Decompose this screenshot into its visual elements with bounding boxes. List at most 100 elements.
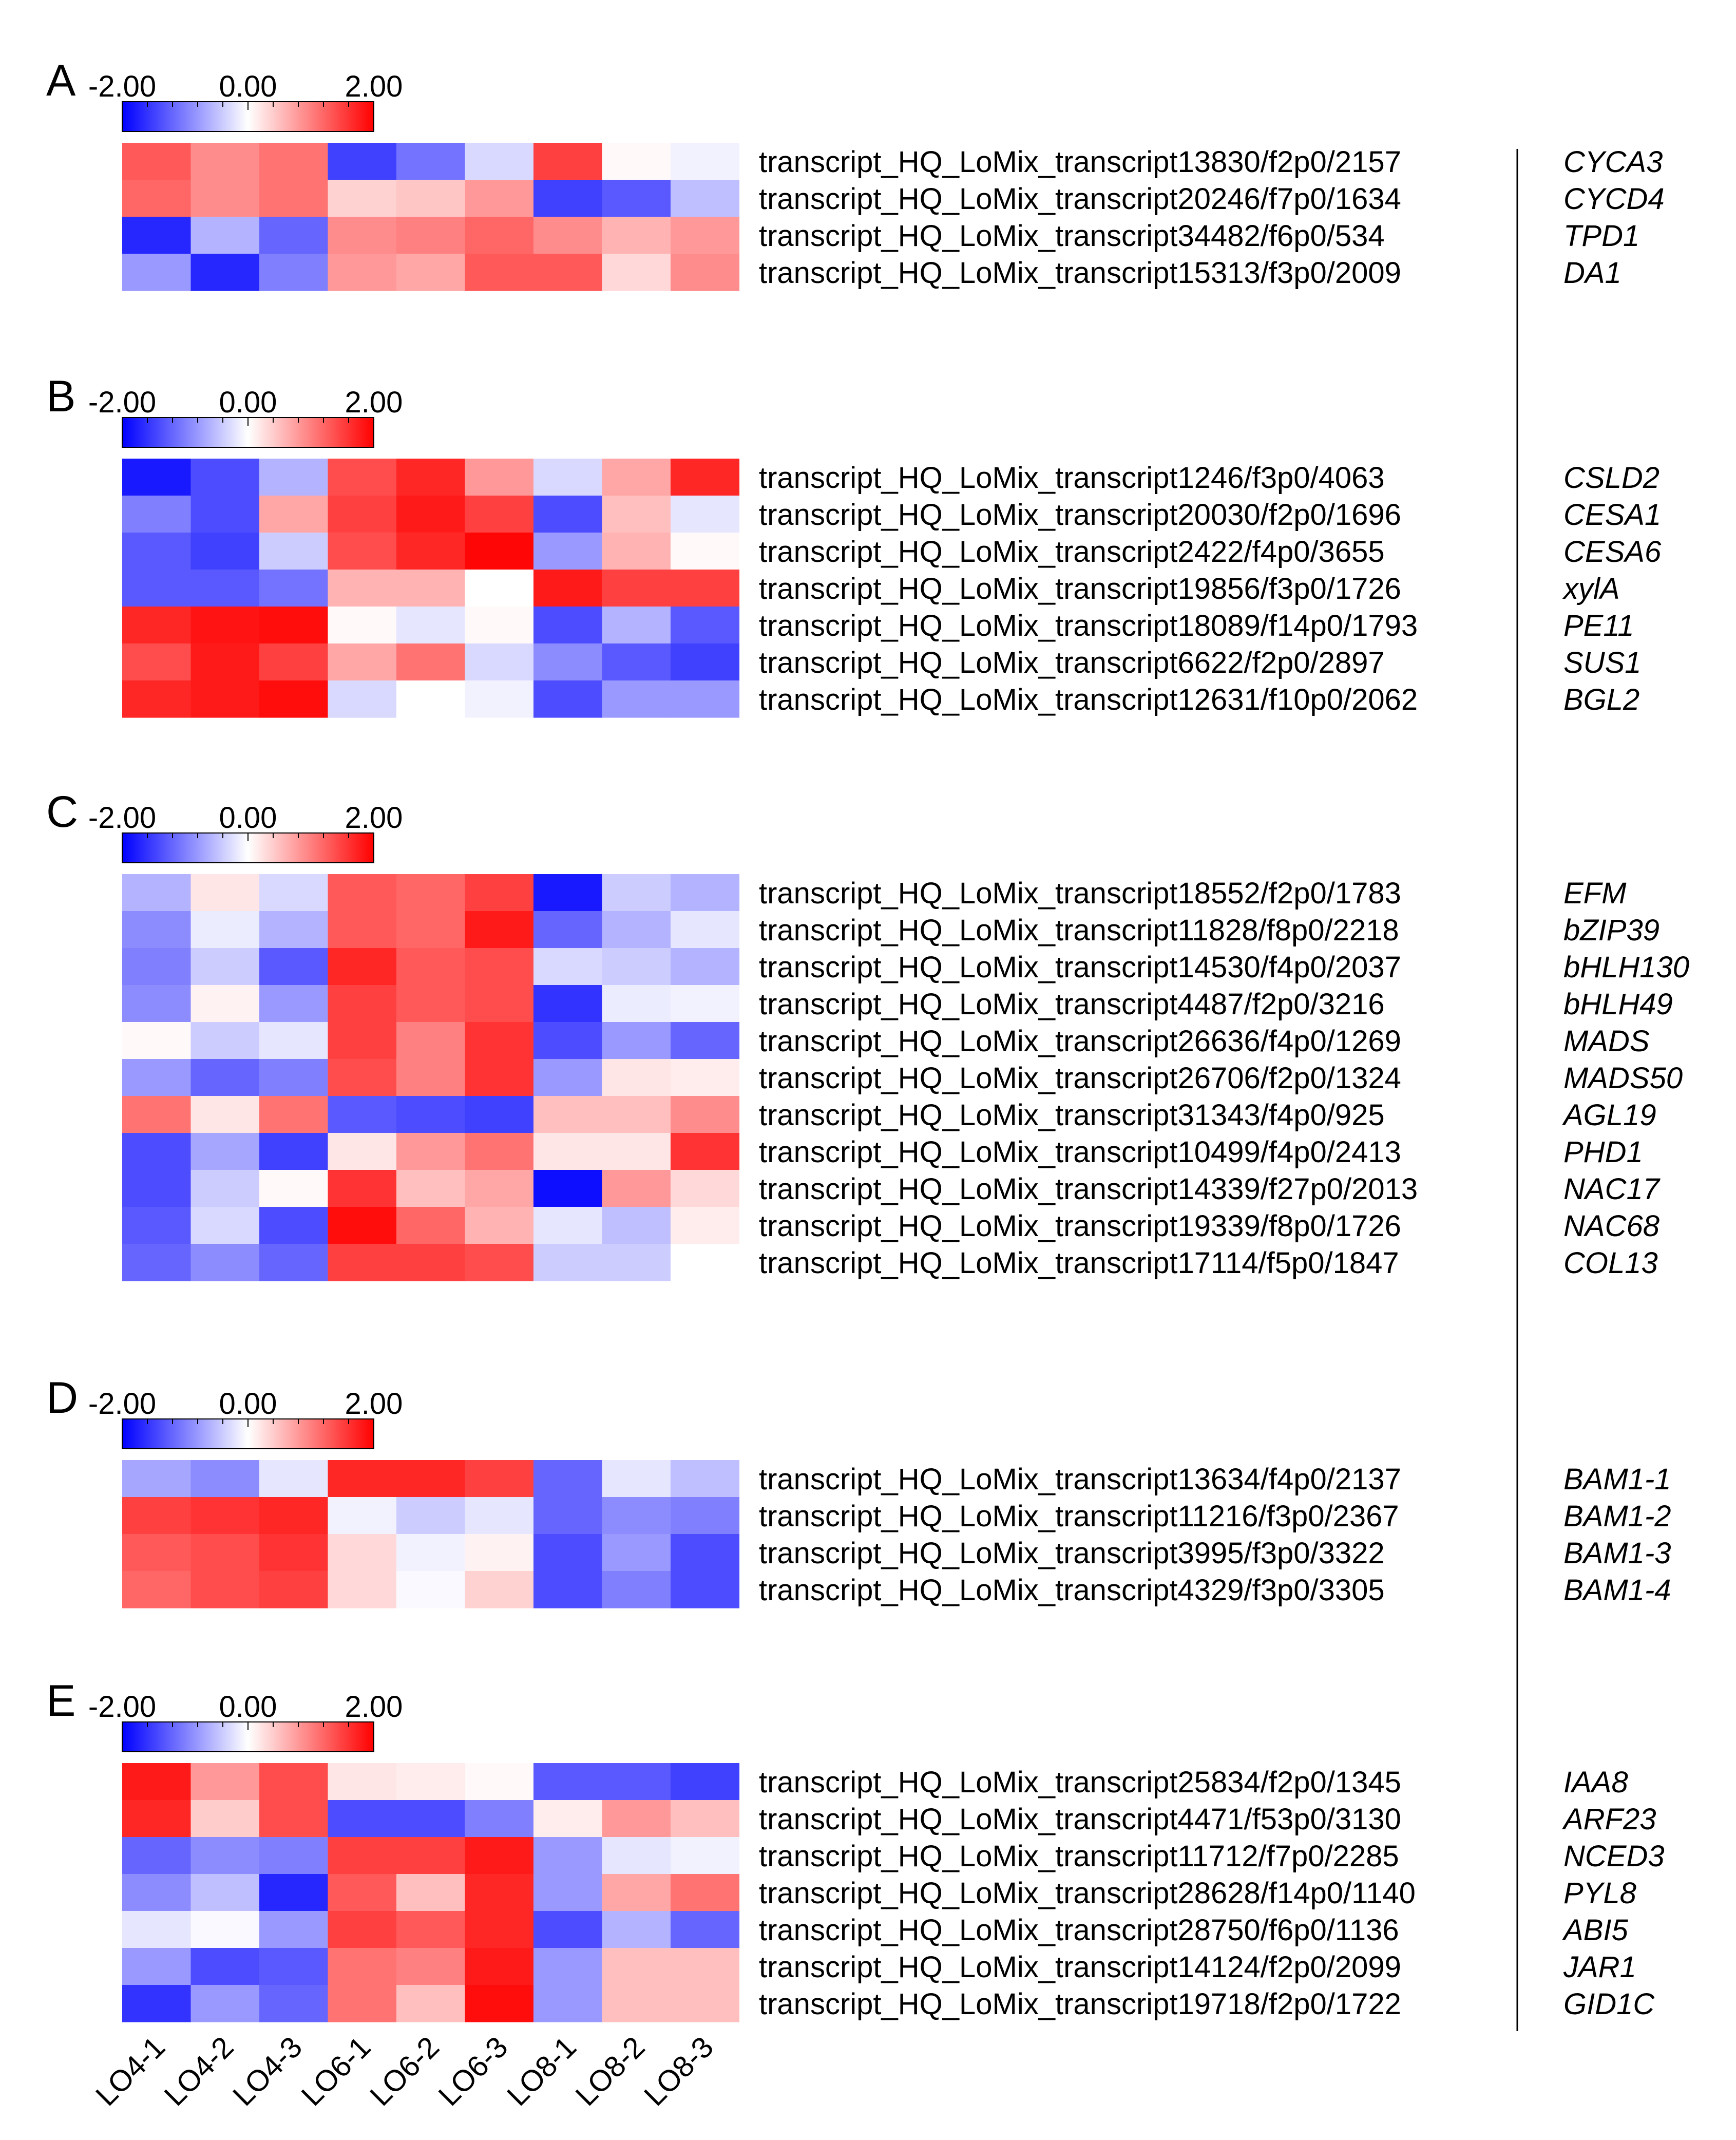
heatmap-cell xyxy=(259,607,329,644)
heatmap-cell xyxy=(259,496,329,533)
heatmap-cell xyxy=(259,533,329,570)
heatmap-cell xyxy=(190,254,260,291)
heatmap-cell xyxy=(671,680,740,718)
panel-label-A: A xyxy=(46,56,76,105)
scale-tick-label: 0.00 xyxy=(219,70,277,103)
heatmap-cell xyxy=(533,1837,603,1874)
heatmap-cell xyxy=(190,1985,260,2022)
heatmap-cell xyxy=(328,1985,397,2022)
heatmap-cell xyxy=(602,643,671,681)
heatmap-cell xyxy=(602,1244,671,1281)
heatmap-cell xyxy=(602,1170,671,1207)
heatmap-cell xyxy=(328,1534,397,1571)
heatmap-cell xyxy=(259,1022,329,1059)
heatmap-cell xyxy=(602,874,671,912)
heatmap-cell xyxy=(328,948,397,986)
heatmap-cell xyxy=(465,911,534,949)
heatmap-cell xyxy=(602,1059,671,1096)
heatmap-cell xyxy=(122,1911,192,1948)
heatmap-cell xyxy=(671,1874,740,1911)
heatmap-cell xyxy=(671,1571,740,1608)
heatmap-cell xyxy=(533,643,603,681)
heatmap-cell xyxy=(671,1170,740,1207)
row-transcript-label: transcript_HQ_LoMix_transcript20030/f2p0… xyxy=(759,498,1401,532)
heatmap-cell xyxy=(328,217,397,254)
heatmap-cell xyxy=(602,217,671,254)
heatmap-cell xyxy=(671,1800,740,1838)
heatmap-cell xyxy=(602,180,671,217)
row-transcript-label: transcript_HQ_LoMix_transcript18552/f2p0… xyxy=(759,877,1401,910)
heatmap-cell xyxy=(190,948,260,986)
row-gene-label: CYCD4 xyxy=(1563,182,1665,216)
heatmap-cell xyxy=(396,1207,466,1244)
heatmap-cell xyxy=(533,217,603,254)
heatmap-cell xyxy=(396,1244,466,1281)
heatmap-cell xyxy=(671,570,740,607)
heatmap-cell xyxy=(122,985,192,1022)
heatmap-cell xyxy=(396,459,466,496)
heatmap-cell xyxy=(465,1948,534,1985)
heatmap-cell xyxy=(533,607,603,644)
heatmap-cell xyxy=(602,496,671,533)
heatmap-cell xyxy=(396,1133,466,1170)
heatmap-cell xyxy=(602,1460,671,1498)
heatmap-cell xyxy=(190,496,260,533)
heatmap-cell xyxy=(190,1133,260,1170)
heatmap-cell xyxy=(259,680,329,718)
heatmap-cell xyxy=(533,1948,603,1985)
heatmap-cell xyxy=(465,1497,534,1535)
heatmap-cell xyxy=(396,948,466,986)
heatmap-cell xyxy=(465,1534,534,1571)
heatmap-cell xyxy=(122,607,192,644)
heatmap-cell xyxy=(396,607,466,644)
heatmap-cell xyxy=(259,911,329,949)
row-transcript-label: transcript_HQ_LoMix_transcript19339/f8p0… xyxy=(759,1209,1401,1243)
heatmap-cell xyxy=(190,1207,260,1244)
heatmap-cell xyxy=(122,217,192,254)
row-gene-label: bZIP39 xyxy=(1563,914,1659,947)
heatmap-cell xyxy=(190,607,260,644)
heatmap-cell xyxy=(602,1096,671,1133)
heatmap-cell xyxy=(122,1133,192,1170)
row-gene-label: MADS xyxy=(1563,1025,1650,1058)
heatmap-cell xyxy=(671,643,740,681)
scale-tick-label: 0.00 xyxy=(219,1690,277,1724)
column-label: LO4-1 xyxy=(89,2030,171,2112)
row-gene-label: ABI5 xyxy=(1562,1914,1628,1947)
row-gene-label: GID1C xyxy=(1563,1987,1655,2021)
row-gene-label: NCED3 xyxy=(1563,1840,1665,1873)
heatmap-cell xyxy=(465,217,534,254)
heatmap-cell xyxy=(190,1763,260,1801)
heatmap-cell xyxy=(122,496,192,533)
heatmap-cell xyxy=(396,1534,466,1571)
heatmap-cell xyxy=(328,1911,397,1948)
row-gene-label: NAC68 xyxy=(1563,1209,1659,1243)
row-gene-label: BAM1-1 xyxy=(1563,1463,1671,1496)
heatmap-cell xyxy=(328,143,397,180)
heatmap-cell xyxy=(396,1985,466,2022)
heatmap-cell xyxy=(602,254,671,291)
heatmap-cell xyxy=(190,1022,260,1059)
heatmap-cell xyxy=(671,874,740,912)
heatmap-cell xyxy=(259,1985,329,2022)
heatmap-cell xyxy=(533,1800,603,1838)
heatmap-cell xyxy=(259,1948,329,1985)
heatmap-cell xyxy=(259,1207,329,1244)
heatmap-cell xyxy=(465,874,534,912)
heatmap-cell xyxy=(190,1837,260,1874)
heatmap-cell xyxy=(533,1874,603,1911)
heatmap-cell xyxy=(465,459,534,496)
heatmap-cell xyxy=(602,1497,671,1535)
scale-tick-label: 0.00 xyxy=(219,386,277,419)
scale-tick-label: -2.00 xyxy=(88,1690,156,1724)
heatmap-cell xyxy=(122,570,192,607)
heatmap-cell xyxy=(533,1985,603,2022)
panel-label-D: D xyxy=(46,1373,78,1423)
heatmap-cell xyxy=(671,1096,740,1133)
heatmap-cell xyxy=(533,948,603,986)
heatmap-cell xyxy=(259,217,329,254)
heatmap-cell xyxy=(259,254,329,291)
heatmap-cell xyxy=(190,570,260,607)
row-gene-label: AGL19 xyxy=(1562,1099,1656,1132)
